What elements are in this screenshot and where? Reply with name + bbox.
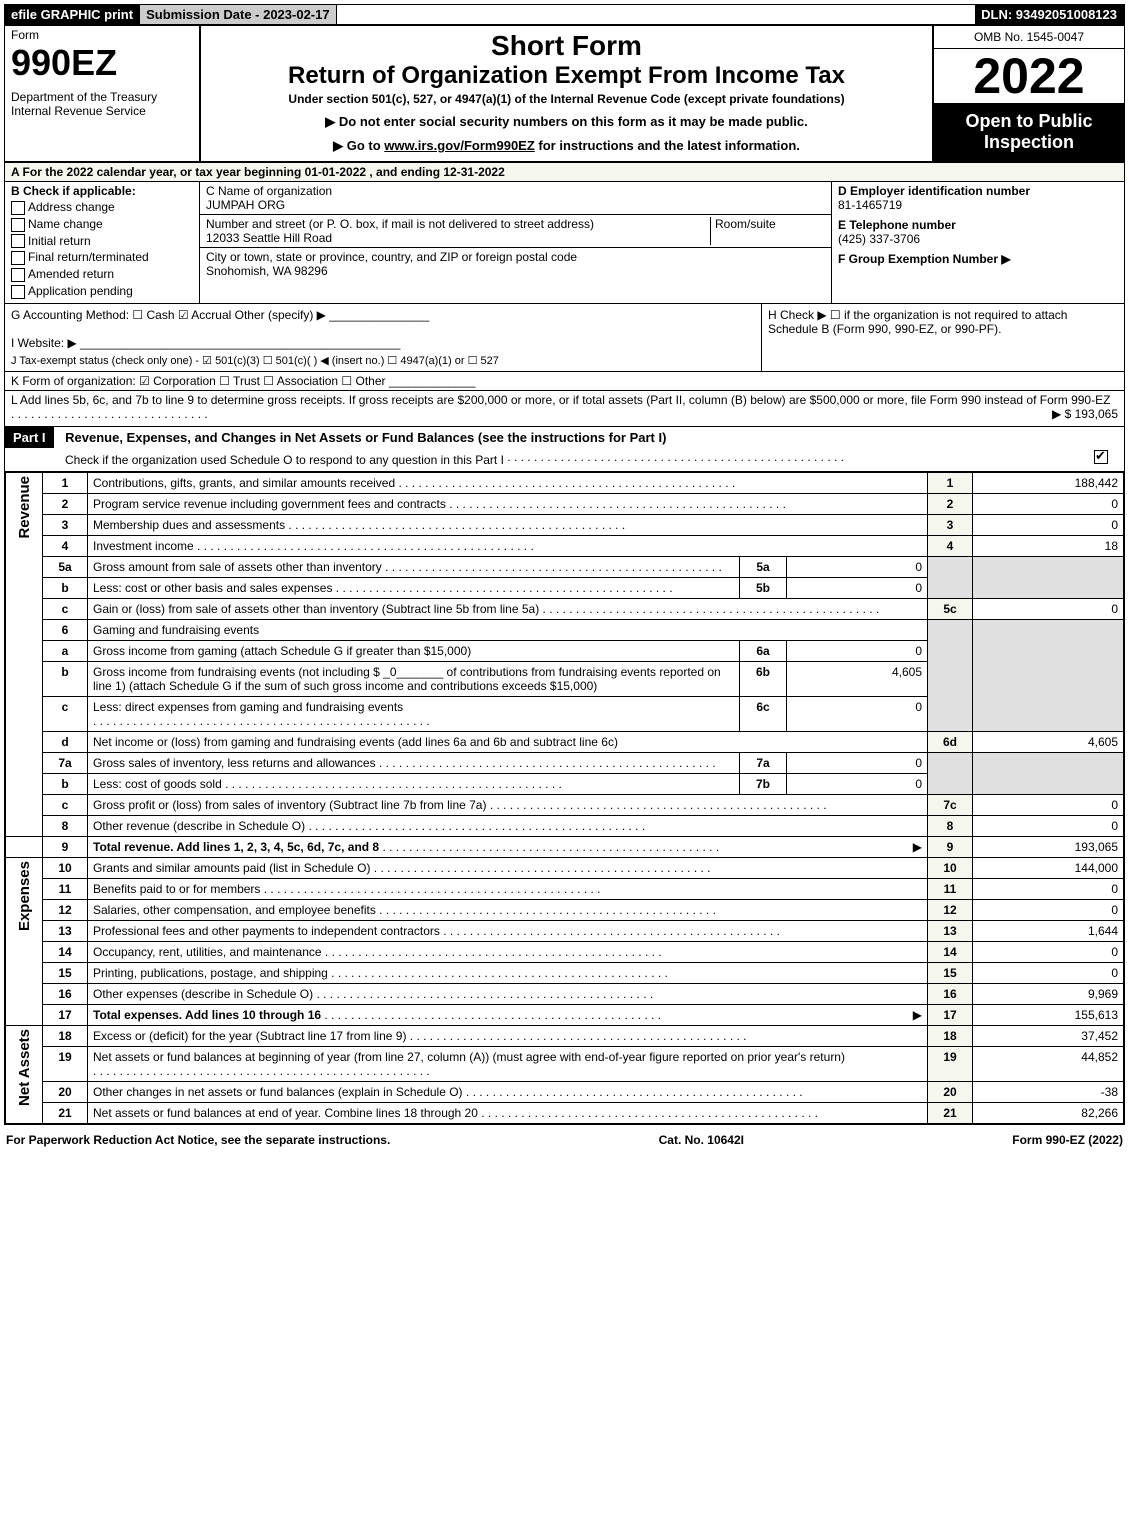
omb-number: OMB No. 1545-0047 <box>934 26 1124 49</box>
cb-application-pending[interactable]: Application pending <box>11 284 193 299</box>
dln: DLN: 93492051008123 <box>975 5 1124 24</box>
org-name: JUMPAH ORG <box>206 198 285 212</box>
cb-name-change[interactable]: Name change <box>11 217 193 232</box>
part1-table: Revenue 1 Contributions, gifts, grants, … <box>5 472 1124 1124</box>
page-footer: For Paperwork Reduction Act Notice, see … <box>0 1129 1129 1151</box>
warning-ssn: ▶ Do not enter social security numbers o… <box>209 114 924 130</box>
form-ref: Form 990-EZ (2022) <box>1012 1133 1123 1147</box>
row-1-val: 188,442 <box>973 472 1124 493</box>
cb-address-change[interactable]: Address change <box>11 200 193 215</box>
line-L: L Add lines 5b, 6c, and 7b to line 9 to … <box>5 391 1124 427</box>
part1-checkbox[interactable] <box>1094 450 1108 464</box>
section-B: B Check if applicable: Address change Na… <box>5 182 200 303</box>
d-label: D Employer identification number <box>838 184 1030 198</box>
c-street-label: Number and street (or P. O. box, if mail… <box>206 217 594 231</box>
line-G: G Accounting Method: ☐ Cash ☑ Accrual Ot… <box>11 308 755 322</box>
cb-initial-return[interactable]: Initial return <box>11 234 193 249</box>
cb-amended-return[interactable]: Amended return <box>11 267 193 282</box>
irs-link[interactable]: www.irs.gov/Form990EZ <box>384 138 535 153</box>
form-container: efile GRAPHIC print Submission Date - 20… <box>4 4 1125 1125</box>
part1-header: Part I Revenue, Expenses, and Changes in… <box>5 427 1124 472</box>
line-K: K Form of organization: ☑ Corporation ☐ … <box>5 372 1124 391</box>
catalog-number: Cat. No. 10642I <box>659 1133 744 1147</box>
e-label: E Telephone number <box>838 218 956 232</box>
ein: 81-1465719 <box>838 198 902 212</box>
c-name-label: C Name of organization <box>206 184 332 198</box>
department: Department of the Treasury Internal Reve… <box>11 90 193 118</box>
part1-title: Revenue, Expenses, and Changes in Net As… <box>57 427 674 448</box>
line-A: A For the 2022 calendar year, or tax yea… <box>5 163 1124 182</box>
topbar: efile GRAPHIC print Submission Date - 20… <box>5 5 1124 26</box>
expenses-tab: Expenses <box>6 857 43 1025</box>
telephone: (425) 337-3706 <box>838 232 920 246</box>
open-to-public: Open to Public Inspection <box>934 103 1124 161</box>
line-I: I Website: ▶ ___________________________… <box>11 336 755 350</box>
submission-date: Submission Date - 2023-02-17 <box>140 5 337 24</box>
revenue-tab: Revenue <box>6 472 43 836</box>
room-suite: Room/suite <box>710 217 825 245</box>
row-1-desc: Contributions, gifts, grants, and simila… <box>88 472 928 493</box>
subtitle: Under section 501(c), 527, or 4947(a)(1)… <box>209 92 924 106</box>
org-city: Snohomish, WA 98296 <box>206 264 328 278</box>
form-number: Form990EZ <box>11 28 193 84</box>
title-short-form: Short Form <box>209 30 924 62</box>
line-H: H Check ▶ ☐ if the organization is not r… <box>761 304 1124 371</box>
form-header: Form990EZ Department of the Treasury Int… <box>5 26 1124 163</box>
c-city-label: City or town, state or province, country… <box>206 250 577 264</box>
efile-print[interactable]: efile GRAPHIC print <box>5 5 140 24</box>
tax-year: 2022 <box>934 49 1124 103</box>
f-label: F Group Exemption Number ▶ <box>838 252 1011 266</box>
cb-final-return[interactable]: Final return/terminated <box>11 250 193 265</box>
row-1-num: 1 <box>43 472 88 493</box>
part1-check-text: Check if the organization used Schedule … <box>65 453 504 467</box>
section-G-H: G Accounting Method: ☐ Cash ☑ Accrual Ot… <box>5 304 1124 372</box>
row-1-ref: 1 <box>928 472 973 493</box>
section-B-to-F: B Check if applicable: Address change Na… <box>5 182 1124 304</box>
netassets-tab: Net Assets <box>6 1025 43 1123</box>
section-DEF: D Employer identification number81-14657… <box>832 182 1124 303</box>
paperwork-notice: For Paperwork Reduction Act Notice, see … <box>6 1133 390 1147</box>
part1-bar: Part I <box>5 427 54 448</box>
org-street: 12033 Seattle Hill Road <box>206 231 332 245</box>
section-C: C Name of organizationJUMPAH ORG Number … <box>200 182 832 303</box>
goto-link-line: ▶ Go to www.irs.gov/Form990EZ for instru… <box>209 138 924 154</box>
line-J: J Tax-exempt status (check only one) - ☑… <box>11 354 755 367</box>
title-return: Return of Organization Exempt From Incom… <box>209 62 924 90</box>
